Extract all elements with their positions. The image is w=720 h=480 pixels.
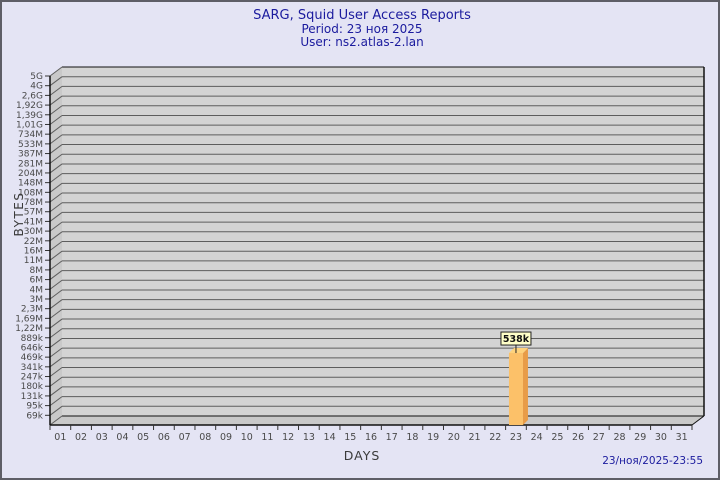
y-tick-label: 1,39G bbox=[16, 111, 43, 121]
y-tick-label: 646k bbox=[21, 343, 44, 353]
x-tick-label: 12 bbox=[282, 432, 294, 443]
y-tick-label: 5G bbox=[30, 72, 43, 82]
y-tick-label: 2,6G bbox=[22, 91, 43, 101]
y-tick-label: 1,22M bbox=[15, 324, 43, 334]
x-tick-label: 06 bbox=[158, 432, 170, 443]
y-tick-label: 204M bbox=[18, 169, 43, 179]
y-tick-label: 533M bbox=[18, 140, 43, 150]
x-tick-label: 25 bbox=[551, 432, 563, 443]
y-tick-label: 3M bbox=[30, 295, 44, 305]
x-tick-label: 03 bbox=[96, 432, 108, 443]
y-tick-label: 889k bbox=[21, 334, 44, 344]
y-tick-label: 57M bbox=[24, 208, 43, 218]
chart-period: Period: 23 ноя 2025 bbox=[301, 22, 423, 36]
y-tick-label: 30M bbox=[24, 227, 43, 237]
x-tick-label: 17 bbox=[386, 432, 398, 443]
y-tick-label: 281M bbox=[18, 159, 43, 169]
x-axis-title: DAYS bbox=[343, 448, 381, 463]
x-tick-label: 26 bbox=[572, 432, 584, 443]
y-tick-label: 341k bbox=[21, 363, 44, 373]
usage-bar: 538k bbox=[500, 331, 532, 425]
y-tick-label: 1,01G bbox=[16, 120, 43, 130]
x-tick-label: 08 bbox=[199, 432, 211, 443]
bar-value-box bbox=[500, 331, 532, 346]
y-tick-label: 469k bbox=[21, 353, 44, 363]
y-tick-label: 41M bbox=[24, 217, 43, 227]
chart-header: SARG, Squid User Access Reports Period: … bbox=[2, 8, 718, 49]
y-tick-label: 8M bbox=[30, 266, 44, 276]
x-tick-label: 02 bbox=[75, 432, 87, 443]
y-tick-label: 16M bbox=[24, 247, 43, 257]
x-tick-label: 16 bbox=[365, 432, 377, 443]
y-tick-label: 11M bbox=[24, 256, 43, 266]
y-tick-label: 2,3M bbox=[21, 305, 43, 315]
y-tick-label: 180k bbox=[21, 382, 44, 392]
x-tick-label: 29 bbox=[634, 432, 646, 443]
y-tick-label: 387M bbox=[18, 150, 43, 160]
x-tick-label: 30 bbox=[655, 432, 667, 443]
chart-title: SARG, Squid User Access Reports bbox=[253, 8, 471, 23]
y-tick-label: 148M bbox=[18, 179, 43, 189]
y-tick-label: 108M bbox=[18, 188, 43, 198]
x-tick-label: 19 bbox=[427, 432, 439, 443]
x-tick-label: 09 bbox=[220, 432, 232, 443]
generation-timestamp: 23/ноя/2025-23:55 bbox=[602, 455, 703, 467]
x-tick-label: 05 bbox=[137, 432, 149, 443]
x-tick-label: 01 bbox=[54, 432, 66, 443]
x-tick-label: 18 bbox=[406, 432, 418, 443]
y-tick-label: 131k bbox=[21, 392, 44, 402]
y-tick-label: 22M bbox=[24, 237, 43, 247]
x-tick-label: 15 bbox=[344, 432, 356, 443]
y-tick-label: 78M bbox=[24, 198, 43, 208]
y-tick-label: 4M bbox=[30, 285, 44, 295]
x-tick-label: 04 bbox=[116, 432, 128, 443]
y-tick-label: 247k bbox=[21, 373, 44, 383]
y-tick-label: 1,69M bbox=[15, 314, 43, 324]
x-tick-label: 11 bbox=[261, 432, 273, 443]
x-tick-label: 07 bbox=[179, 432, 191, 443]
y-tick-label: 4G bbox=[30, 82, 43, 92]
x-tick-label: 10 bbox=[241, 432, 253, 443]
x-tick-label: 28 bbox=[613, 432, 625, 443]
x-tick-label: 13 bbox=[303, 432, 315, 443]
x-tick-label: 20 bbox=[448, 432, 460, 443]
x-tick-label: 27 bbox=[593, 432, 605, 443]
x-tick-label: 23 bbox=[510, 432, 522, 443]
x-tick-label: 24 bbox=[531, 432, 543, 443]
bar-value-label: 538k bbox=[503, 334, 530, 345]
x-tick-label: 21 bbox=[469, 432, 481, 443]
y-tick-label: 69k bbox=[26, 411, 43, 421]
x-tick-label: 31 bbox=[676, 432, 688, 443]
chart-user: User: ns2.atlas-2.lan bbox=[300, 35, 424, 49]
x-tick-label: 22 bbox=[489, 432, 501, 443]
y-tick-label: 1,92G bbox=[16, 101, 43, 111]
y-tick-label: 6M bbox=[30, 276, 44, 286]
y-tick-label: 95k bbox=[26, 402, 43, 412]
y-axis-title: BYTES bbox=[12, 191, 26, 237]
x-tick-label: 14 bbox=[324, 432, 336, 443]
y-tick-label: 734M bbox=[18, 130, 43, 140]
